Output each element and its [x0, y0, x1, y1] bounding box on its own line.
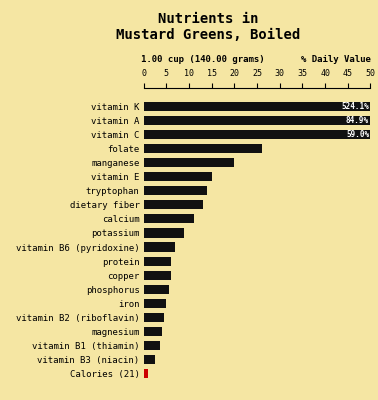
Bar [144, 158, 234, 167]
Text: % Daily Value: % Daily Value [301, 55, 370, 64]
Bar [144, 369, 148, 378]
Bar [144, 242, 175, 252]
Text: 84.9%: 84.9% [346, 116, 369, 125]
Bar [144, 327, 162, 336]
Bar [144, 256, 171, 266]
Bar [144, 172, 212, 181]
Bar [144, 313, 164, 322]
Text: 524.1%: 524.1% [341, 102, 369, 111]
Text: 1.00 cup (140.00 grams): 1.00 cup (140.00 grams) [141, 55, 265, 64]
Text: Nutrients in
Mustard Greens, Boiled: Nutrients in Mustard Greens, Boiled [116, 12, 300, 42]
Text: 59.0%: 59.0% [346, 130, 369, 139]
Bar [144, 130, 370, 139]
Bar [144, 214, 194, 224]
Bar [144, 200, 203, 210]
Bar [144, 102, 370, 111]
Bar [144, 186, 207, 195]
Bar [144, 355, 155, 364]
Bar [144, 285, 169, 294]
Bar [144, 116, 370, 125]
Bar [144, 144, 262, 153]
Bar [144, 341, 160, 350]
Bar [144, 270, 171, 280]
Bar [144, 228, 184, 238]
Bar [144, 299, 166, 308]
